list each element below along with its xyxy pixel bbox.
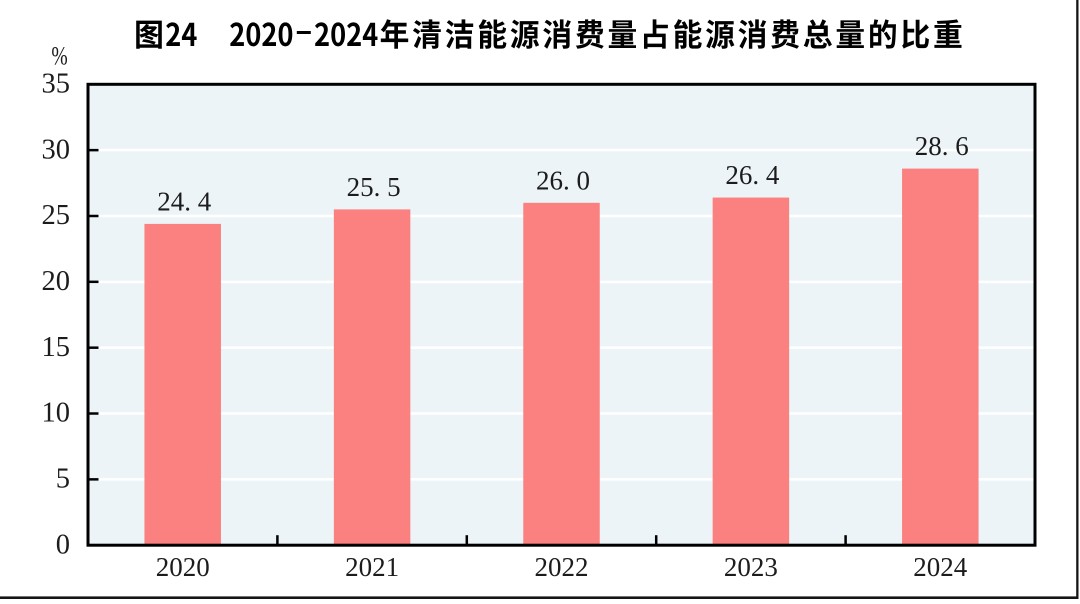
svg-text:24. 4: 24. 4 xyxy=(157,186,212,216)
svg-text:35: 35 xyxy=(42,69,71,100)
svg-text:2023: 2023 xyxy=(724,552,778,582)
svg-text:28. 6: 28. 6 xyxy=(915,131,969,161)
svg-text:15: 15 xyxy=(42,332,71,363)
svg-text:2024: 2024 xyxy=(913,552,968,582)
svg-text:30: 30 xyxy=(42,134,71,165)
svg-text:25. 5: 25. 5 xyxy=(347,172,401,202)
svg-text:5: 5 xyxy=(56,464,70,495)
svg-text:26. 0: 26. 0 xyxy=(536,165,590,195)
svg-text:2022: 2022 xyxy=(535,552,589,582)
svg-text:0: 0 xyxy=(56,529,70,560)
svg-text:25: 25 xyxy=(42,200,71,231)
svg-text:26. 4: 26. 4 xyxy=(725,160,780,190)
svg-text:20: 20 xyxy=(42,266,71,297)
svg-text:10: 10 xyxy=(42,398,71,429)
svg-text:2021: 2021 xyxy=(345,552,399,582)
svg-text:2020: 2020 xyxy=(156,552,210,582)
svg-text:%: % xyxy=(51,42,67,72)
